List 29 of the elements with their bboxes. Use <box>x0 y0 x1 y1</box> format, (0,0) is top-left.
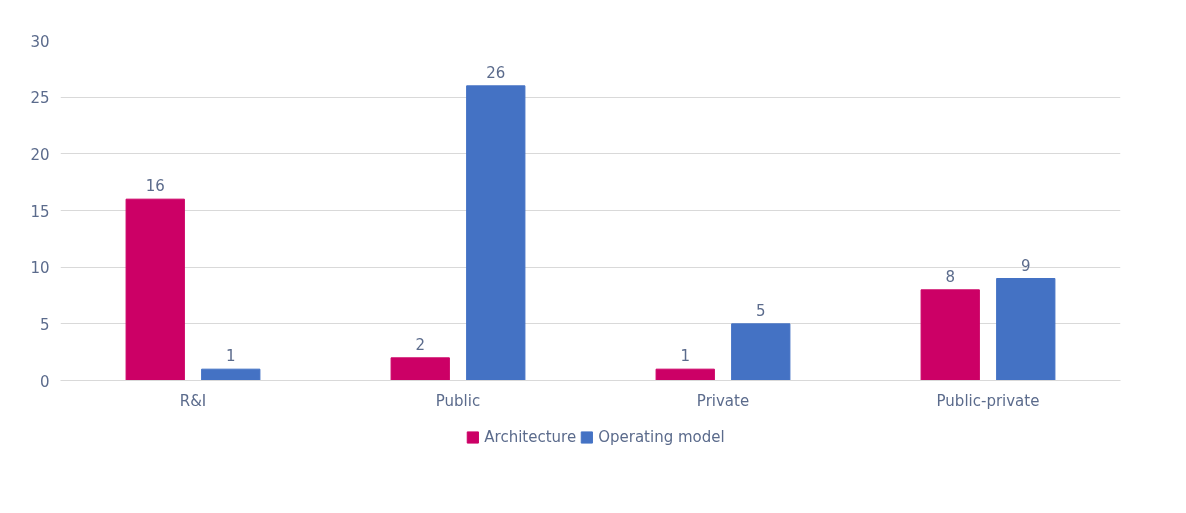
bar <box>920 289 980 381</box>
x-tick-label: Private <box>696 391 750 410</box>
data-label: 16 <box>145 177 165 196</box>
y-tick-label: 0 <box>39 372 50 391</box>
bar <box>996 278 1056 381</box>
data-label: 26 <box>486 63 506 82</box>
y-tick-label: 30 <box>30 32 50 51</box>
bar <box>655 368 715 381</box>
y-tick-label: 20 <box>30 145 50 164</box>
x-tick-label: Public-private <box>936 391 1040 410</box>
data-label: 1 <box>680 347 691 366</box>
x-tick-label: R&I <box>179 391 207 410</box>
bar <box>201 368 261 381</box>
bar <box>125 198 185 381</box>
y-tick-label: 5 <box>39 315 50 334</box>
data-label: 5 <box>755 301 766 320</box>
y-tick-label: 10 <box>30 259 50 278</box>
data-label: 2 <box>415 335 426 354</box>
bar <box>731 323 791 381</box>
legend-label: Architecture <box>484 428 577 446</box>
data-label: 9 <box>1020 256 1031 275</box>
y-tick-label: 25 <box>30 89 50 108</box>
data-label: 1 <box>225 347 236 366</box>
legend-label: Operating model <box>598 428 725 446</box>
x-tick-label: Public <box>435 391 481 410</box>
bar <box>390 357 450 381</box>
y-tick-label: 15 <box>30 202 50 221</box>
data-label: 8 <box>945 267 956 286</box>
bar <box>466 85 526 381</box>
